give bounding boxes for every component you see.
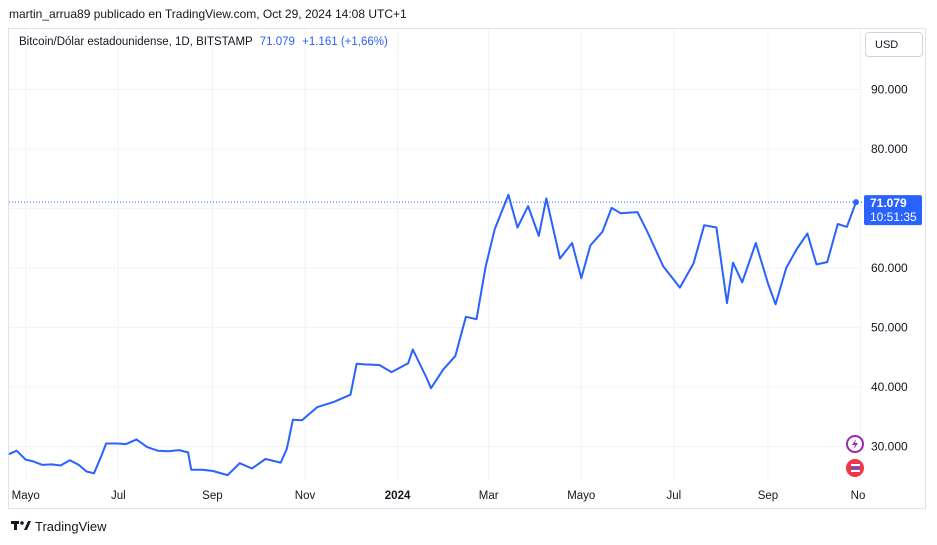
- price-tag-countdown: 10:51:35: [870, 210, 917, 224]
- y-axis: 90.00080.00070.00060.00050.00040.00030.0…: [871, 83, 908, 454]
- x-tick-label: Mayo: [12, 490, 40, 502]
- x-tick-label: Mayo: [567, 490, 595, 502]
- x-tick-label: 2024: [385, 490, 411, 502]
- x-tick-label: Jul: [111, 490, 126, 502]
- footer: TradingView: [11, 519, 107, 534]
- publisher-line: martin_arrua89 publicado en TradingView.…: [9, 7, 407, 21]
- price-tag: 71.079 10:51:35: [864, 195, 922, 226]
- lightning-icon[interactable]: [846, 435, 864, 453]
- y-tick-label: 30.000: [871, 440, 908, 454]
- flag-icon[interactable]: [846, 459, 864, 477]
- change-value: +1.161 (+1,66%): [302, 36, 388, 48]
- chart-frame: [8, 28, 926, 509]
- x-tick-label: Sep: [758, 490, 778, 502]
- tradingview-logo-icon: [11, 519, 31, 534]
- y-tick-label: 50.000: [871, 321, 908, 335]
- y-tick-label: 40.000: [871, 380, 908, 394]
- last-price-dot: [853, 199, 859, 206]
- x-tick-label: Mar: [479, 490, 499, 502]
- footer-brand: TradingView: [35, 519, 107, 534]
- x-tick-label: Jul: [666, 490, 681, 502]
- x-tick-label: Nov: [295, 490, 316, 502]
- chart-grid: [9, 29, 862, 480]
- currency-button[interactable]: USD: [865, 32, 923, 57]
- price-tag-background: [864, 195, 922, 226]
- y-tick-label: 80.000: [871, 142, 908, 156]
- price-tag-value: 71.079: [870, 196, 907, 210]
- y-tick-label: 60.000: [871, 261, 908, 275]
- symbol-description: Bitcoin/Dólar estadounidense, 1D, BITSTA…: [19, 36, 253, 48]
- last-value: 71.079: [259, 36, 295, 48]
- x-tick-label: Sep: [202, 490, 222, 502]
- series-line-btcusd: [8, 193, 857, 477]
- y-tick-label: 90.000: [871, 83, 908, 97]
- chart-legend: Bitcoin/Dólar estadounidense, 1D, BITSTA…: [19, 36, 388, 48]
- x-tick-label: No: [851, 490, 866, 502]
- x-axis: Mayo Jul Sep Nov 2024 Mar Mayo Jul Sep No: [12, 490, 866, 502]
